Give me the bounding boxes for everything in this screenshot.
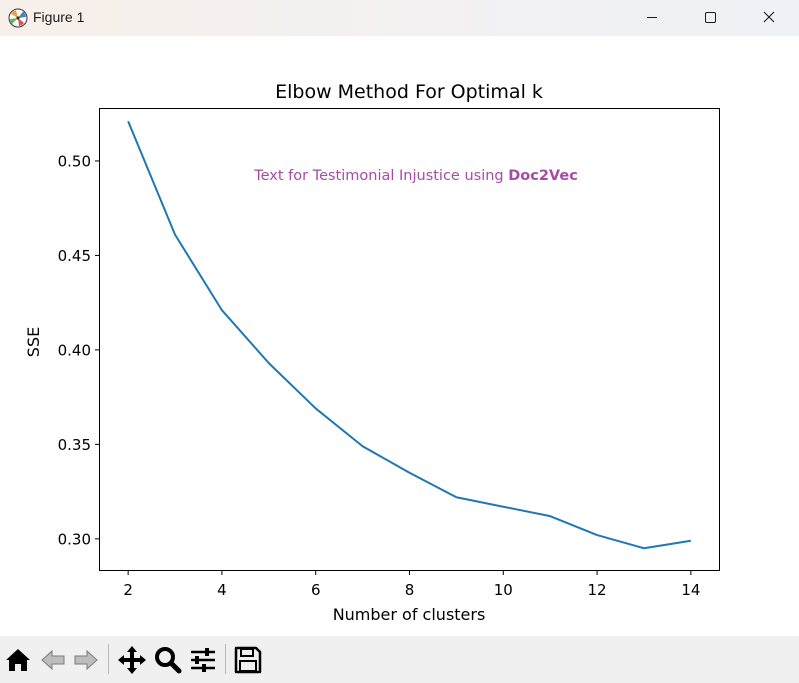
- zoom-button[interactable]: [152, 644, 184, 676]
- configure-subplots-icon: [191, 648, 215, 672]
- navigation-toolbar: [0, 636, 799, 683]
- y-tick-label: 0.45: [58, 247, 91, 265]
- x-tick-label: 6: [311, 581, 321, 599]
- plot-area: [99, 108, 720, 571]
- annotation-plain: Text for Testimonial Injustice using: [253, 168, 508, 184]
- chart-title: Elbow Method For Optimal k: [275, 81, 543, 103]
- toolbar-separator: [225, 644, 226, 674]
- x-tick-label: 2: [123, 581, 133, 599]
- title-bar: Figure 1: [0, 0, 799, 36]
- maximize-icon: [705, 12, 716, 23]
- series-line: [127, 120, 692, 550]
- annotation-text: Text for Testimonial Injustice using Doc…: [253, 168, 578, 184]
- x-axis-label: Number of clusters: [333, 605, 486, 624]
- forward-icon: [74, 649, 98, 671]
- annotation-bold: Doc2Vec: [508, 168, 578, 184]
- home-button[interactable]: [2, 644, 34, 676]
- save-button[interactable]: [232, 644, 264, 676]
- home-icon: [6, 649, 30, 671]
- y-tick-label: 0.40: [58, 341, 91, 359]
- y-axis-ticks: 0.30 0.35 0.40 0.45 0.50: [58, 152, 100, 548]
- minimize-icon: [647, 17, 657, 18]
- x-tick-label: 10: [494, 581, 513, 599]
- zoom-icon: [155, 647, 182, 674]
- close-button[interactable]: [740, 0, 798, 36]
- toolbar-separator: [108, 644, 109, 674]
- elbow-chart: Elbow Method For Optimal k Text for Test…: [24, 81, 720, 624]
- forward-button[interactable]: [70, 644, 102, 676]
- window-title: Figure 1: [33, 9, 85, 25]
- y-tick-label: 0.30: [58, 530, 91, 548]
- y-tick-label: 0.50: [58, 152, 91, 170]
- x-tick-label: 8: [405, 581, 415, 599]
- x-axis-ticks: 2 4 6 8 10 12 14: [123, 570, 700, 599]
- configure-subplots-button[interactable]: [187, 644, 219, 676]
- pan-icon: [118, 646, 146, 674]
- matplotlib-icon: [8, 8, 28, 28]
- maximize-button[interactable]: [681, 0, 739, 36]
- x-tick-label: 4: [217, 581, 227, 599]
- figure-canvas[interactable]: Elbow Method For Optimal k Text for Test…: [0, 36, 799, 636]
- x-tick-label: 12: [588, 581, 607, 599]
- minimize-button[interactable]: [623, 0, 681, 36]
- x-tick-label: 14: [681, 581, 700, 599]
- y-axis-label: SSE: [24, 327, 43, 357]
- save-icon: [234, 646, 262, 674]
- back-button[interactable]: [37, 644, 69, 676]
- back-icon: [41, 649, 65, 671]
- pan-button[interactable]: [116, 644, 148, 676]
- y-tick-label: 0.35: [58, 436, 91, 454]
- close-icon: [763, 11, 775, 23]
